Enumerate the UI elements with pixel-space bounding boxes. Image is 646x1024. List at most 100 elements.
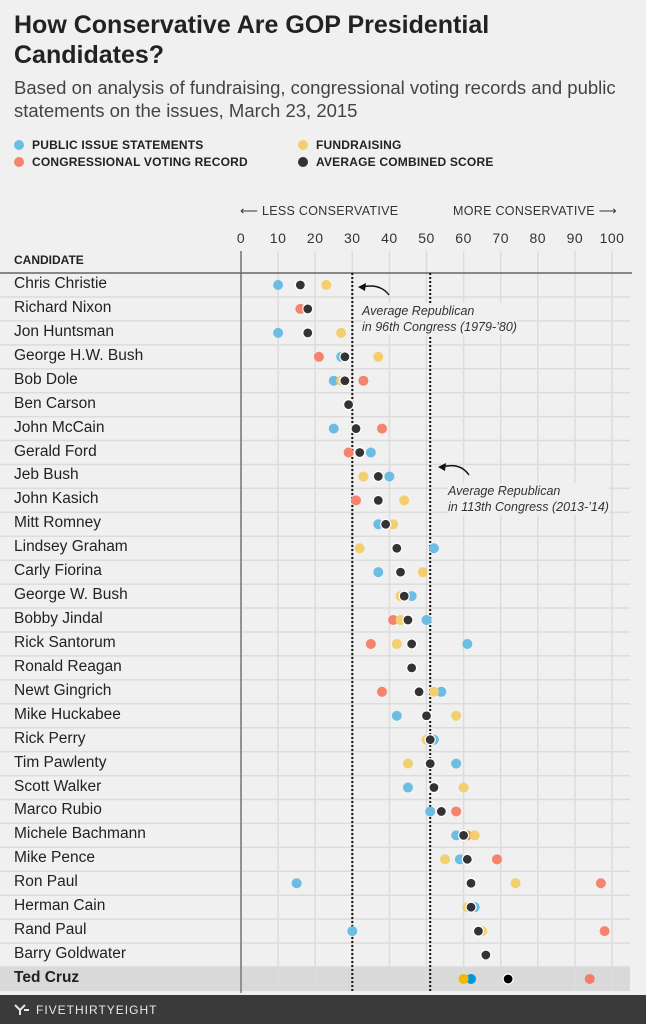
dot-combined <box>406 638 418 650</box>
dot-statements <box>421 615 432 626</box>
annotation-line: in 96th Congress (1979-’80) <box>362 320 517 334</box>
dot-fundraising <box>321 280 332 290</box>
candidate-name: Newt Gingrich <box>14 681 112 699</box>
candidate-name: Carly Fiorina <box>14 562 102 580</box>
dot-combined <box>394 566 407 578</box>
dot-voting <box>313 351 324 362</box>
legend-label: PUBLIC ISSUE STATEMENTS <box>32 138 204 152</box>
dot-statements <box>373 567 384 578</box>
dot-statements <box>291 878 302 889</box>
dot-fundraising <box>373 351 384 362</box>
dot-combined <box>350 422 362 435</box>
dot-statements <box>402 782 413 793</box>
dot-combined <box>302 303 314 315</box>
candidate-name: Bobby Jindal <box>14 610 103 628</box>
dot-combined <box>480 949 492 961</box>
more-conservative-label: MORE CONSERVATIVE ⟶ <box>453 203 617 218</box>
dot-combined <box>472 925 485 937</box>
dot-fundraising <box>510 878 521 889</box>
dot-combined <box>339 375 351 387</box>
x-tick-label: 20 <box>307 230 324 246</box>
dot-combined <box>424 757 436 770</box>
legend-label: CONGRESSIONAL VOTING RECORD <box>32 155 248 169</box>
legend-statements: PUBLIC ISSUE STATEMENTS <box>14 138 204 152</box>
annotation-96th: Average Republican in 96th Congress (1979… <box>362 303 517 335</box>
x-tick-label: 10 <box>270 230 287 246</box>
dot-statements <box>273 327 284 338</box>
dot-fundraising <box>417 567 428 578</box>
dot-combined <box>372 494 384 506</box>
candidate-name: George W. Bush <box>14 586 128 604</box>
dot-statements <box>328 423 339 434</box>
dot-combined <box>461 853 473 865</box>
x-tick-label: 30 <box>344 230 361 246</box>
dot-statements <box>451 758 462 769</box>
dot-voting <box>451 806 462 817</box>
legend-fundraising: FUNDRAISING <box>298 138 402 152</box>
dot-combined <box>402 614 414 626</box>
dot-combined <box>406 662 418 674</box>
x-tick-label: 0 <box>237 230 245 246</box>
legend-label: AVERAGE COMBINED SCORE <box>316 155 494 169</box>
candidate-name: Rick Perry <box>14 729 86 747</box>
candidate-name: Herman Cain <box>14 897 106 915</box>
left-arrow-icon: ⟵ <box>240 204 262 218</box>
candidate-name: Marco Rubio <box>14 801 102 819</box>
legend-voting: CONGRESSIONAL VOTING RECORD <box>14 155 248 169</box>
annotation-line: in 113th Congress (2013-’14) <box>448 500 609 514</box>
dot-combined <box>391 542 403 554</box>
dot-fundraising <box>354 543 365 554</box>
candidate-name: Barry Goldwater <box>14 945 126 963</box>
x-tick-label: 40 <box>381 230 398 246</box>
dot-combined <box>435 805 447 818</box>
fivethirtyeight-logo-icon <box>14 1004 29 1015</box>
candidate-name: Rand Paul <box>14 921 87 939</box>
candidate-name: Mike Huckabee <box>14 705 121 723</box>
dot-combined <box>398 590 410 602</box>
candidate-name: Michele Bachmann <box>14 825 146 843</box>
dot-statements <box>273 280 284 290</box>
dot-combined <box>342 399 355 411</box>
dot-plot: 0 10 20 30 40 50 60 70 80 90 100 <box>0 230 632 993</box>
legend-dot <box>298 140 308 150</box>
curved-arrow-icon <box>441 464 470 476</box>
dot-voting <box>376 686 387 697</box>
dot-combined <box>294 279 306 291</box>
candidate-name: Ronald Reagan <box>14 657 122 675</box>
dot-voting <box>365 638 376 649</box>
dot-fundraising <box>451 710 462 721</box>
candidate-name: Richard Nixon <box>14 298 112 316</box>
candidate-name: Ron Paul <box>14 873 78 891</box>
candidate-name: Jeb Bush <box>14 466 79 484</box>
legend-label: FUNDRAISING <box>316 138 402 152</box>
annotation-113th: Average Republican in 113th Congress (201… <box>448 483 609 515</box>
column-header: CANDIDATE <box>14 253 84 267</box>
dot-voting <box>358 375 369 386</box>
arrowhead-icon <box>358 283 366 291</box>
legend-combined: AVERAGE COMBINED SCORE <box>298 155 494 169</box>
dot-fundraising <box>458 973 469 984</box>
candidate-name: George H.W. Bush <box>14 346 144 364</box>
x-tick-label: 60 <box>455 230 472 246</box>
candidate-name: Bob Dole <box>14 370 78 388</box>
candidate-name: Ben Carson <box>14 394 96 412</box>
right-arrow-icon: ⟶ <box>594 204 617 218</box>
dot-voting <box>351 495 362 506</box>
dot-combined <box>413 686 425 698</box>
dot-combined <box>465 901 477 913</box>
dot-combined <box>428 781 440 794</box>
candidate-name: Lindsey Graham <box>14 538 128 556</box>
dot-voting <box>595 878 606 889</box>
dot-combined <box>458 829 470 841</box>
chart-subtitle: Based on analysis of fundraising, congre… <box>14 77 616 121</box>
dot-voting <box>599 926 610 937</box>
less-conservative-label: ⟵ LESS CONSERVATIVE <box>240 203 398 218</box>
arrowhead-icon <box>438 463 446 471</box>
dot-combined <box>502 973 514 985</box>
candidate-name: Rick Santorum <box>14 633 116 651</box>
candidate-name: John Kasich <box>14 490 99 508</box>
candidate-name: Jon Huntsman <box>14 322 114 340</box>
dot-statements <box>328 375 339 386</box>
dot-combined <box>339 351 351 363</box>
